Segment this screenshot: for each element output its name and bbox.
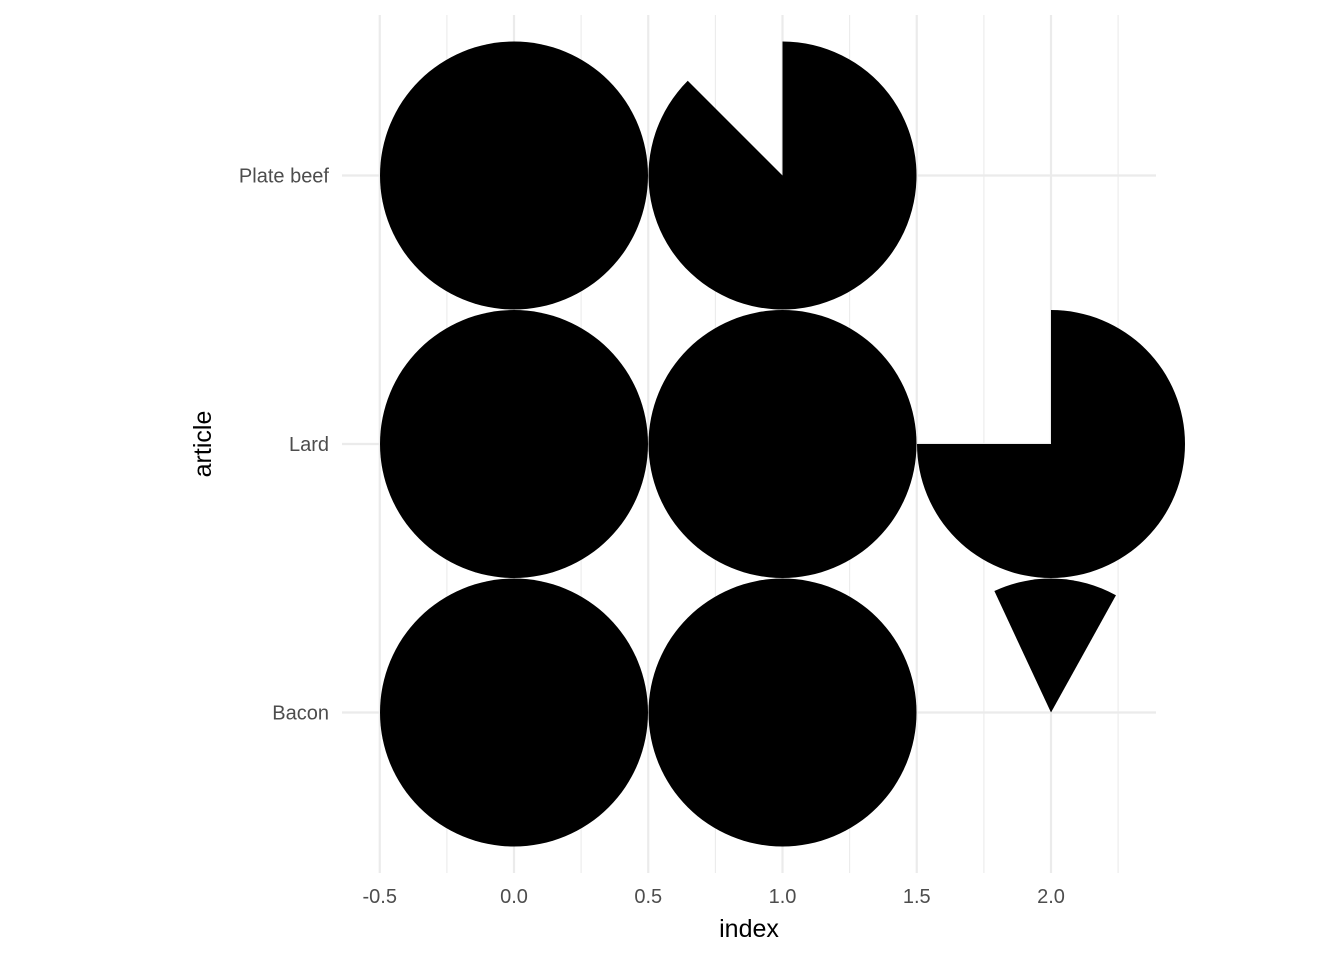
x-tick-label: -0.5 bbox=[363, 886, 397, 908]
pie-glyphs bbox=[380, 41, 1185, 847]
x-tick-label: 1.5 bbox=[903, 886, 931, 908]
y-tick-label: Plate beef bbox=[239, 166, 330, 188]
pie-glyph bbox=[648, 578, 917, 847]
y-axis-ticks: Bacon Lard Plate beef bbox=[239, 166, 330, 725]
pie-glyph bbox=[380, 41, 648, 310]
x-tick-label: 0.5 bbox=[634, 886, 662, 908]
pie-glyph bbox=[648, 41, 917, 310]
pie-glyph bbox=[380, 578, 648, 847]
pie-glyph bbox=[917, 310, 1185, 578]
x-axis-title: index bbox=[719, 915, 779, 943]
pie-glyph bbox=[380, 310, 648, 578]
x-tick-label: 1.0 bbox=[769, 886, 797, 908]
pie-glyph bbox=[648, 310, 917, 578]
y-axis-title: article bbox=[189, 411, 217, 478]
pie-glyph bbox=[994, 578, 1116, 713]
y-tick-label: Bacon bbox=[272, 703, 329, 725]
x-tick-label: 0.0 bbox=[500, 886, 528, 908]
y-tick-label: Lard bbox=[289, 434, 329, 456]
x-tick-label: 2.0 bbox=[1037, 886, 1065, 908]
x-axis-ticks: -0.5 0.0 0.5 1.0 1.5 2.0 bbox=[363, 886, 1065, 908]
